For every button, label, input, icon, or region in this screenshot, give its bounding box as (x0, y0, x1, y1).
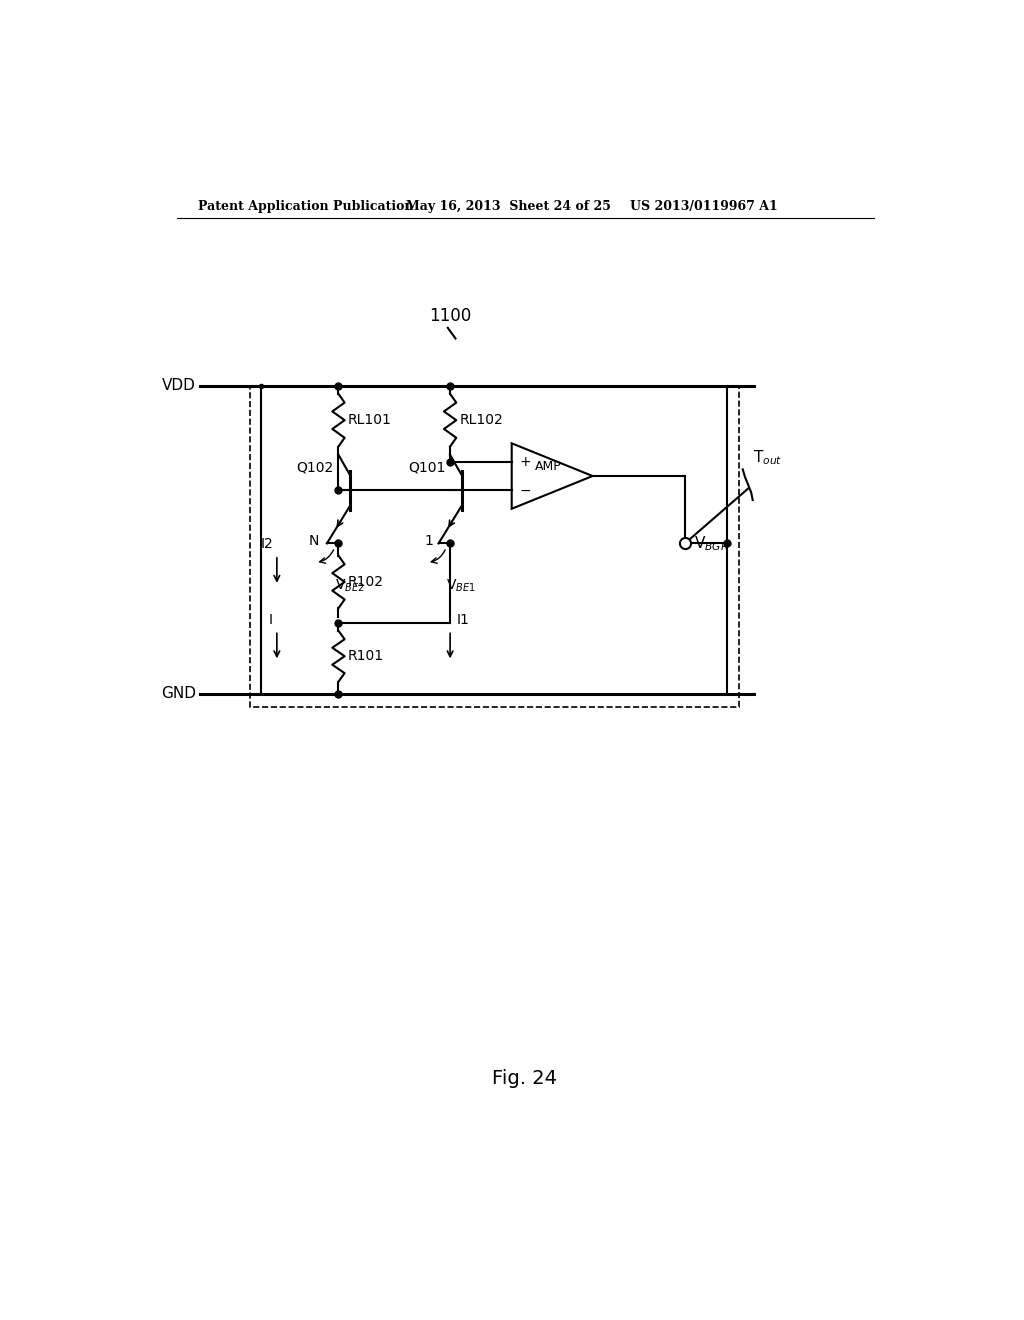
Text: Q101: Q101 (408, 461, 445, 474)
Text: R102: R102 (348, 576, 384, 589)
Text: V$_{BE1}$: V$_{BE1}$ (446, 578, 476, 594)
Text: R101: R101 (348, 649, 384, 663)
Text: VDD: VDD (162, 378, 196, 393)
Text: Patent Application Publication: Patent Application Publication (199, 199, 414, 213)
Text: I1: I1 (457, 612, 469, 627)
Text: I: I (269, 612, 273, 627)
Text: V$_{BGR}$: V$_{BGR}$ (694, 535, 729, 553)
Text: I2: I2 (260, 537, 273, 552)
Text: T$_{out}$: T$_{out}$ (753, 449, 782, 467)
Text: RL101: RL101 (348, 413, 391, 428)
Text: AMP: AMP (535, 461, 561, 474)
Text: Q102: Q102 (296, 461, 334, 474)
Text: US 2013/0119967 A1: US 2013/0119967 A1 (630, 199, 777, 213)
Text: 1: 1 (424, 535, 433, 548)
Text: −: − (519, 483, 531, 498)
Text: 1100: 1100 (429, 308, 471, 325)
Text: RL102: RL102 (460, 413, 503, 428)
Text: V$_{BE2}$: V$_{BE2}$ (335, 578, 365, 594)
Text: May 16, 2013  Sheet 24 of 25: May 16, 2013 Sheet 24 of 25 (407, 199, 611, 213)
Text: N: N (309, 535, 319, 548)
Text: +: + (519, 454, 531, 469)
Text: Fig. 24: Fig. 24 (493, 1069, 557, 1088)
Text: GND: GND (161, 686, 196, 701)
